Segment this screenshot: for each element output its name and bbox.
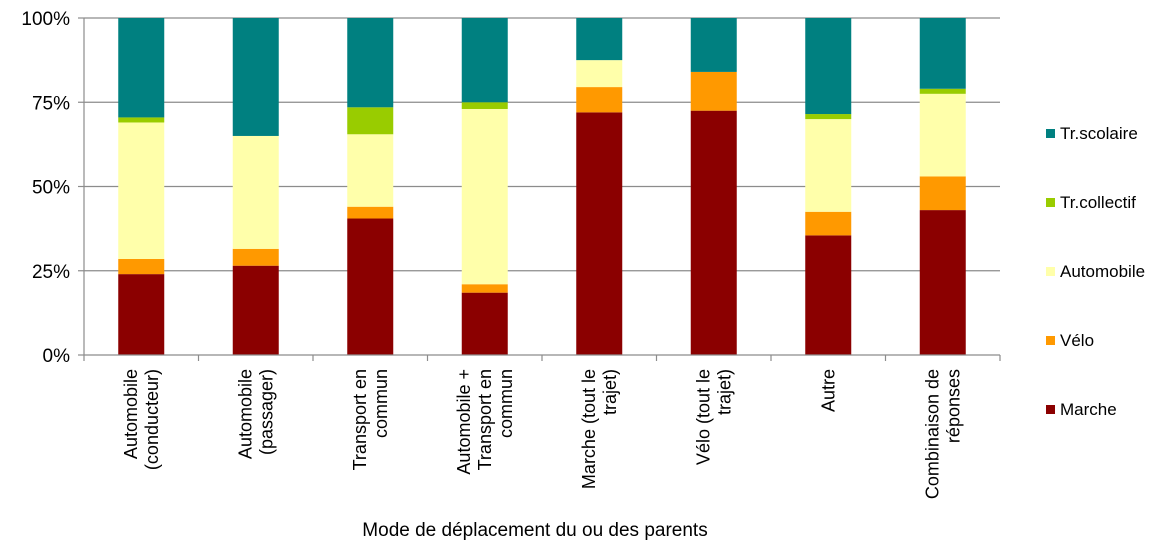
legend-label: Automobile	[1060, 262, 1145, 281]
bar-segment-tr-scolaire	[118, 18, 165, 118]
bar-segment-v-lo	[232, 248, 279, 266]
x-category-label-line: (conducteur)	[142, 369, 162, 470]
x-category-label: Automobile (passager)	[235, 369, 276, 459]
bar-segment-tr-collectif	[805, 114, 852, 120]
x-category-label: Automobile + Transport en commun	[454, 369, 516, 475]
bar-segment-automobile	[461, 108, 508, 285]
bar-segment-automobile	[232, 135, 279, 249]
bar-segment-v-lo	[461, 284, 508, 293]
x-category-label-line: Combinaison de	[922, 369, 942, 499]
bar-segment-tr-collectif	[347, 107, 394, 135]
legend-label: Tr.collectif	[1060, 193, 1136, 212]
x-category-label-line: réponses	[943, 369, 963, 443]
bar-segment-tr-collectif	[461, 102, 508, 109]
legend-label: Tr.scolaire	[1060, 124, 1138, 143]
x-category-label-line: Transport en	[350, 369, 370, 470]
x-category-label-line: Autre	[818, 369, 838, 412]
legend-label: Vélo	[1060, 331, 1094, 350]
bar-segment-marche	[919, 210, 966, 355]
x-category-label-line: Transport en	[475, 369, 495, 470]
x-axis-label: Mode de déplacement du ou des parents	[362, 520, 707, 541]
bar-segment-marche	[232, 265, 279, 355]
bar-segment-automobile	[576, 60, 623, 88]
x-category-label-line: Automobile +	[454, 369, 474, 475]
bar-segment-automobile	[919, 93, 966, 177]
y-tick-label: 0%	[43, 346, 71, 367]
bar-segment-tr-scolaire	[576, 18, 623, 61]
y-tick-label: 50%	[32, 178, 70, 199]
legend-swatch	[1046, 336, 1055, 345]
x-category-label: Transport en commun	[350, 369, 391, 470]
x-category-label: Automobile (conducteur)	[121, 369, 162, 470]
bars	[118, 18, 966, 355]
x-category-label: Vélo (tout le trajet)	[693, 369, 734, 465]
x-category-label-line: commun	[496, 369, 516, 438]
bar-segment-tr-scolaire	[690, 18, 737, 72]
bar-segment-v-lo	[919, 176, 966, 211]
bar-segment-tr-collectif	[118, 117, 165, 123]
x-category-label: Combinaison de réponses	[922, 369, 963, 499]
x-category-label: Marche (tout le trajet)	[579, 369, 620, 489]
bar-segment-v-lo	[118, 258, 165, 275]
y-tick-labels: 0% 25% 50% 75% 100%	[21, 9, 70, 367]
legend-item: Automobile	[1046, 262, 1145, 281]
bar-segment-marche	[347, 218, 394, 355]
bar-segment-v-lo	[805, 211, 852, 236]
bar-segment-tr-scolaire	[461, 18, 508, 103]
x-category-label-line: commun	[371, 369, 391, 438]
bar-segment-tr-collectif	[919, 88, 966, 94]
bar-segment-marche	[576, 112, 623, 355]
x-category-label-line: Marche (tout le	[579, 369, 599, 489]
bar-segment-v-lo	[576, 87, 623, 113]
y-tick-label: 25%	[32, 262, 70, 283]
bar-segment-v-lo	[690, 71, 737, 111]
bar-segment-automobile	[347, 134, 394, 207]
x-category-labels: Automobile (conducteur) Automobile (passage…	[121, 369, 964, 499]
x-category-label-line: Vélo (tout le	[693, 369, 713, 465]
x-category-label-line: Automobile	[121, 369, 141, 459]
x-category-label: Autre	[818, 369, 838, 412]
legend-item: Tr.collectif	[1046, 193, 1136, 212]
bar-segment-marche	[118, 274, 165, 355]
legend-swatch	[1046, 129, 1055, 138]
x-category-label-line: trajet)	[714, 369, 734, 415]
x-category-label-line: Automobile	[235, 369, 255, 459]
bar-segment-tr-scolaire	[919, 18, 966, 89]
y-tick-label: 100%	[21, 9, 70, 30]
bar-segment-tr-scolaire	[232, 18, 279, 136]
legend-swatch	[1046, 267, 1055, 276]
bar-segment-marche	[690, 110, 737, 355]
x-category-label-line: trajet)	[600, 369, 620, 415]
legend-swatch	[1046, 405, 1055, 414]
legend-item: Vélo	[1046, 331, 1094, 350]
x-category-label-line: (passager)	[256, 369, 276, 455]
legend-item: Marche	[1046, 400, 1117, 419]
legend: Tr.scolaire Tr.collectif Automobile Vélo Mar…	[1046, 124, 1145, 419]
bar-segment-tr-scolaire	[347, 18, 394, 108]
bar-segment-automobile	[805, 119, 852, 212]
legend-swatch	[1046, 198, 1055, 207]
y-tick-label: 75%	[32, 93, 70, 114]
legend-item: Tr.scolaire	[1046, 124, 1138, 143]
legend-label: Marche	[1060, 400, 1117, 419]
gridlines	[84, 17, 1000, 272]
bar-segment-marche	[461, 292, 508, 355]
axes	[78, 17, 1001, 361]
bar-segment-marche	[805, 235, 852, 355]
bar-segment-v-lo	[347, 206, 394, 219]
bar-segment-automobile	[118, 122, 165, 259]
bar-segment-tr-scolaire	[805, 18, 852, 115]
